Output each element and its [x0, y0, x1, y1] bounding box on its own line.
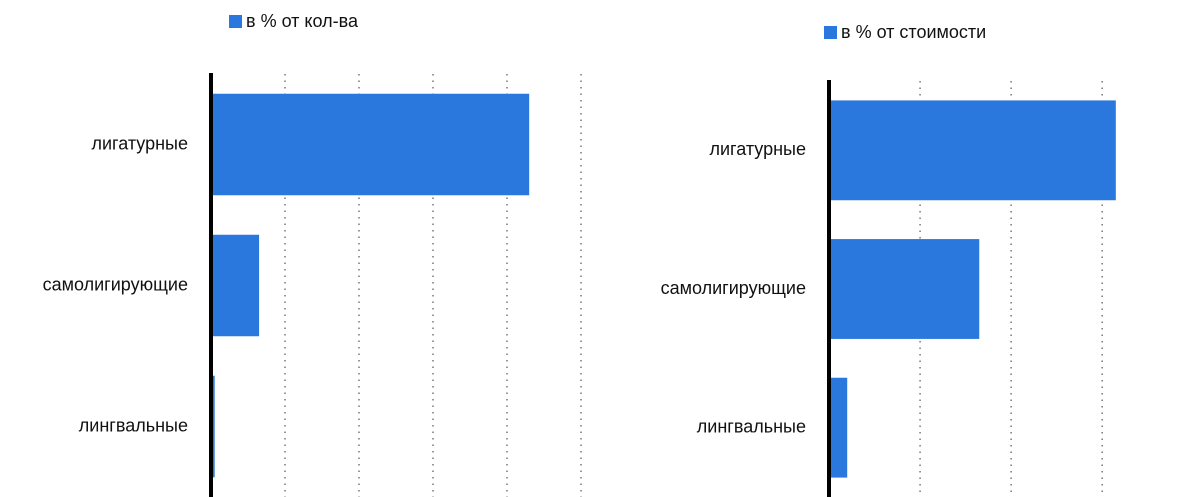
y-tick-label: лингвальные	[79, 415, 188, 435]
y-tick-label: самолигирующие	[43, 274, 188, 294]
legend-label: в % от стоимости	[841, 22, 986, 42]
legend-swatch	[229, 15, 242, 28]
legend-label: в % от кол-ва	[246, 11, 359, 31]
bar	[211, 93, 530, 196]
bar	[211, 234, 260, 337]
bar	[829, 239, 980, 339]
legend-swatch	[824, 26, 837, 39]
bar	[829, 377, 848, 478]
y-tick-label: лингвальные	[697, 416, 806, 436]
bar	[829, 100, 1116, 201]
y-tick-label: лигатурные	[710, 139, 807, 159]
y-tick-label: лигатурные	[92, 133, 189, 153]
y-tick-label: самолигирующие	[661, 278, 806, 298]
